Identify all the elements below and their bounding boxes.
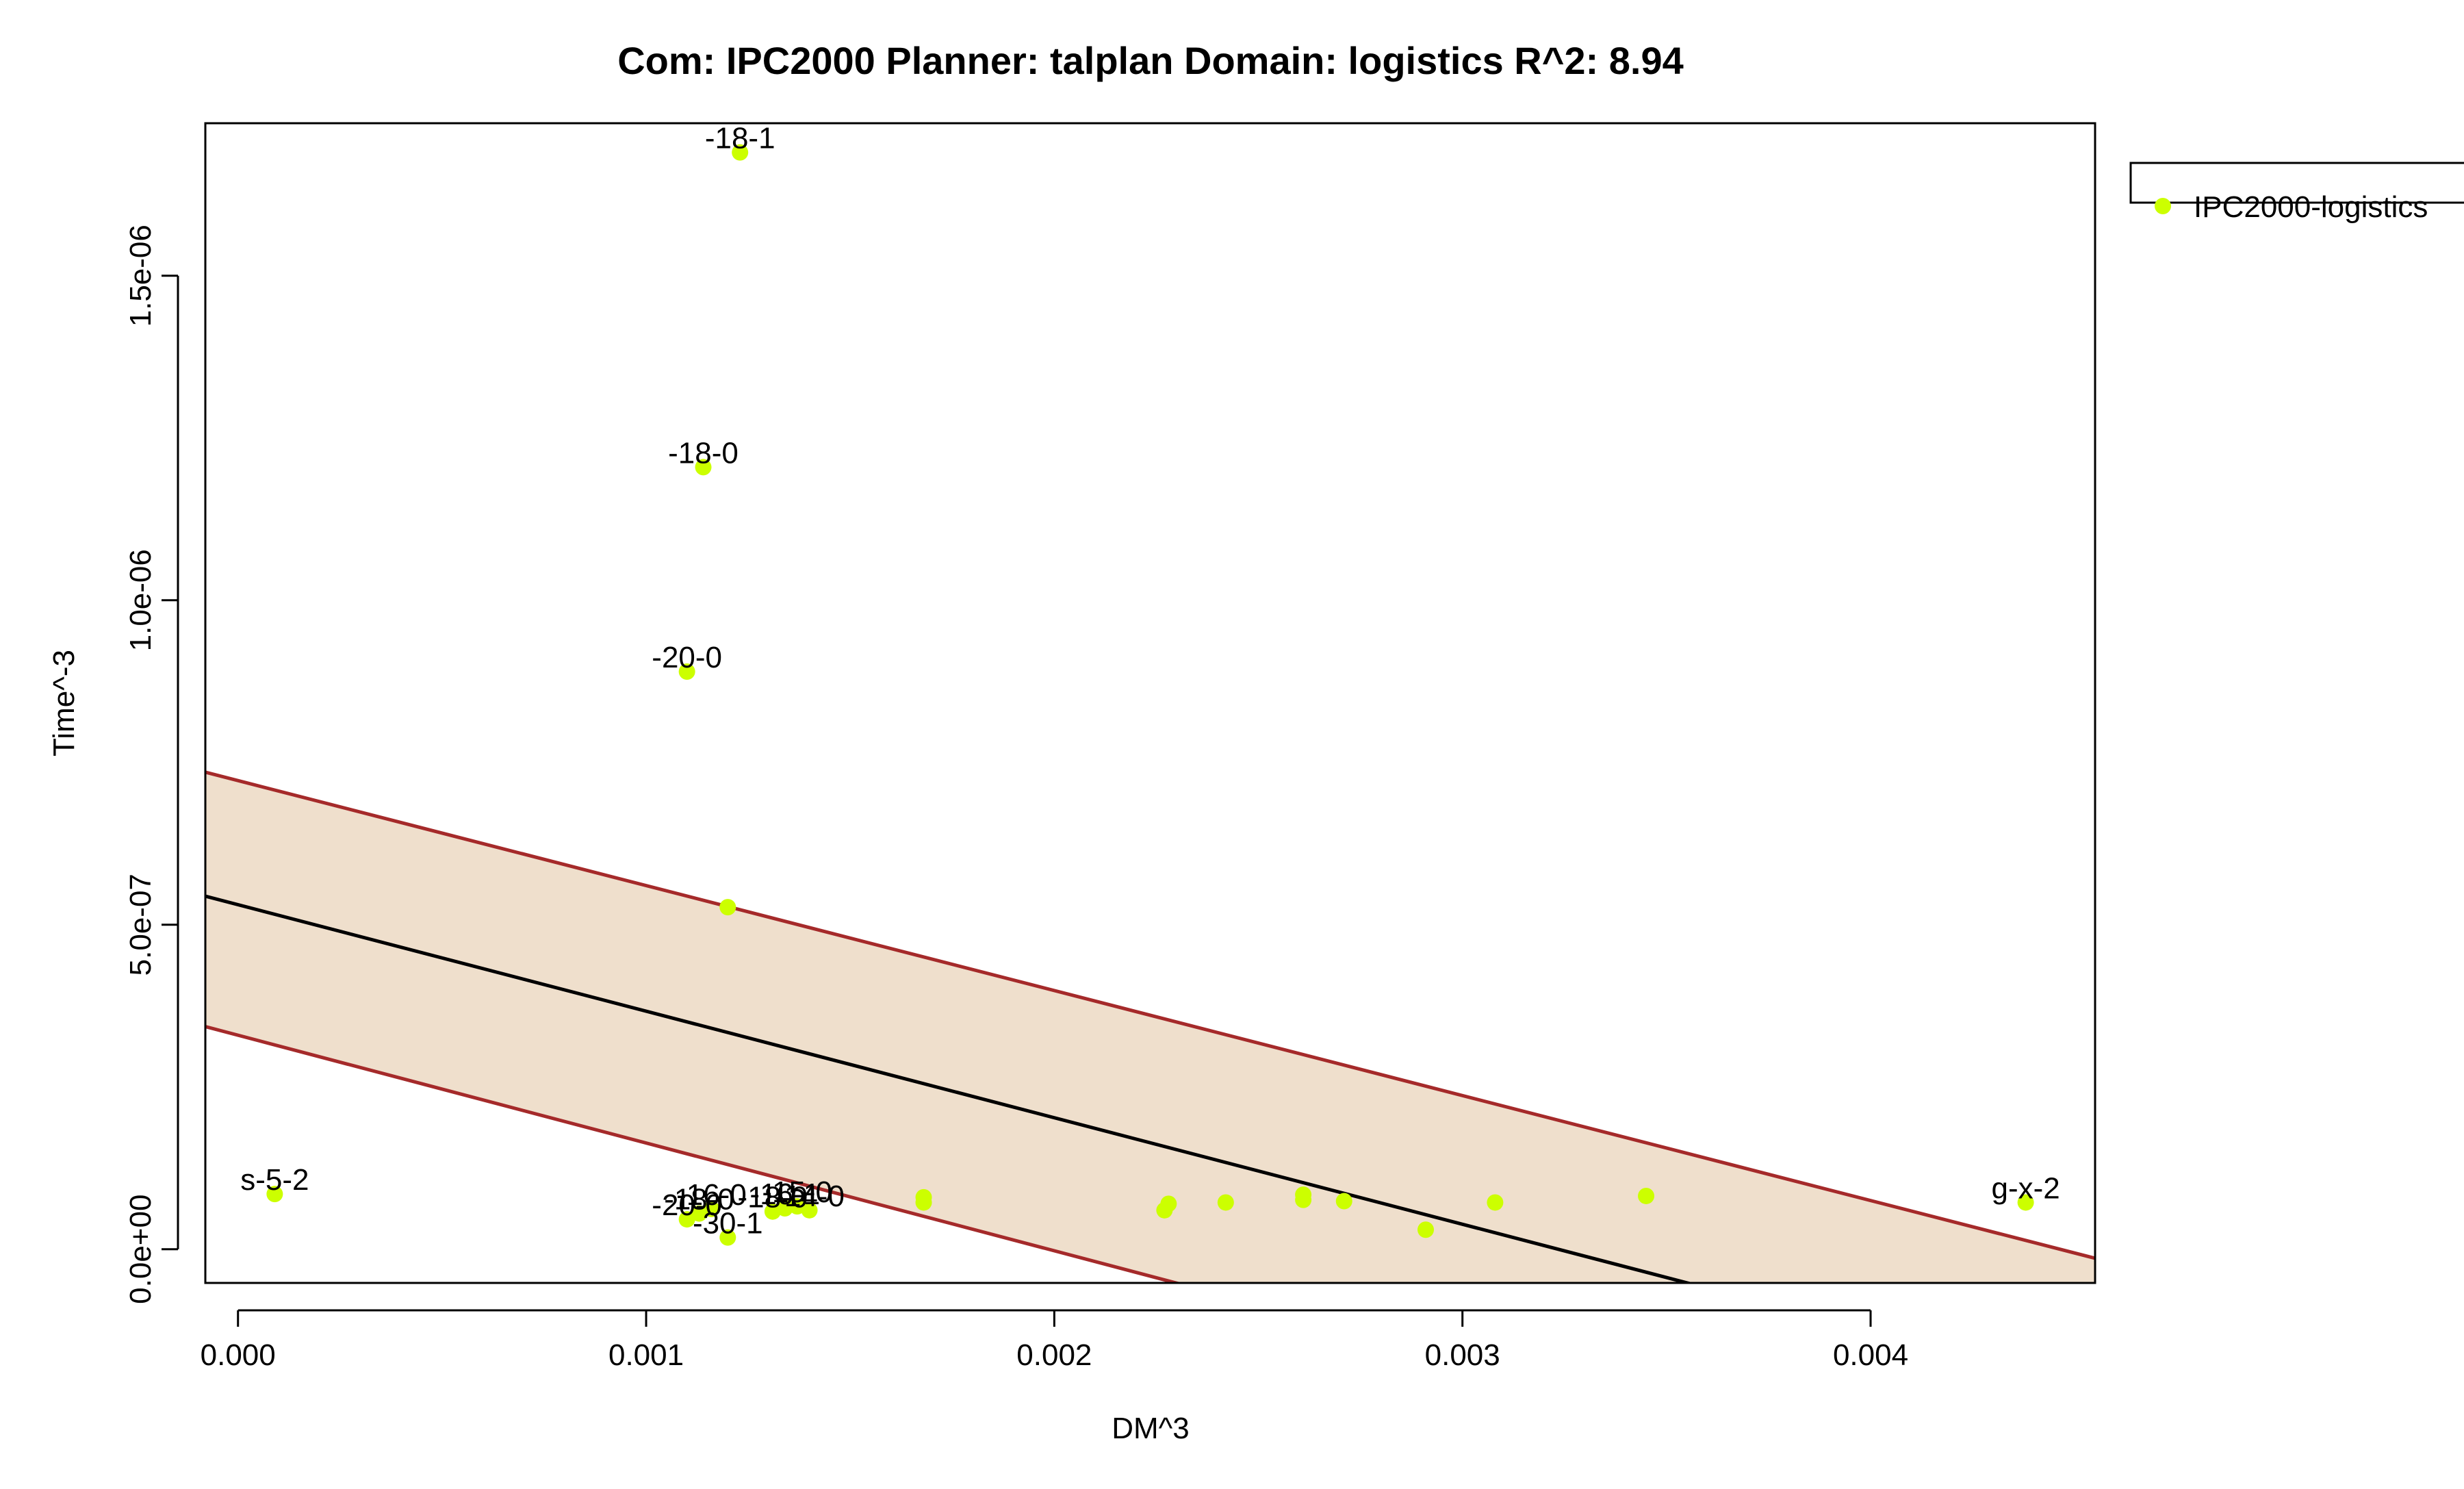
point-label: -18-0 xyxy=(664,1183,734,1217)
chart-title: Com: IPC2000 Planner: talplan Domain: lo… xyxy=(617,39,1684,82)
plot-frame xyxy=(204,122,2096,1284)
point-label: -20-0 xyxy=(652,641,722,674)
y-axis-label: Time^-3 xyxy=(47,650,81,756)
point-label: -16-1 xyxy=(749,1178,820,1211)
point-label: g-x-2 xyxy=(1991,1171,2059,1205)
data-point xyxy=(695,459,712,476)
x-tick-label: 0.003 xyxy=(1425,1338,1500,1372)
confidence-band xyxy=(205,772,2095,1283)
data-point xyxy=(1417,1221,1435,1238)
legend-box xyxy=(2129,162,2464,204)
data-point xyxy=(266,1186,283,1203)
y-tick-label: 1.0e-06 xyxy=(124,549,157,651)
data-point xyxy=(678,1211,695,1228)
legend-label: IPC2000-logistics xyxy=(2194,190,2428,224)
upper-bound-line xyxy=(205,770,2095,1260)
data-point xyxy=(732,144,749,161)
plot-area: s-5-2-18-1-18-0-20-0-20-0-18-0-16-0-30-1… xyxy=(205,122,2095,1283)
point-label: -16-0 xyxy=(676,1178,747,1212)
data-point xyxy=(1295,1186,1312,1204)
x-tick-label: 0.002 xyxy=(1016,1338,1092,1372)
legend: IPC2000-logistics xyxy=(2129,162,2464,224)
legend-marker xyxy=(2155,198,2171,214)
data-point xyxy=(678,663,695,680)
point-label: -30-1 xyxy=(693,1207,763,1240)
data-point xyxy=(719,1229,736,1246)
y-tick-label: 5.0e-07 xyxy=(124,874,157,976)
lower-bound-line xyxy=(205,1025,1183,1283)
x-axis: 0.000 0.001 0.002 0.003 0.004 xyxy=(201,1309,1908,1372)
point-label: -18-1 xyxy=(705,122,775,155)
regression-line xyxy=(205,894,1695,1283)
point-label: -20-0 xyxy=(652,1188,722,1222)
x-tick-label: 0.000 xyxy=(201,1338,276,1372)
data-point xyxy=(1487,1194,1504,1211)
y-tick-label: 1.5e-06 xyxy=(124,225,157,327)
y-tick-label: 0.0e+00 xyxy=(124,1195,157,1304)
data-point xyxy=(776,1199,793,1217)
x-tick-label: 0.004 xyxy=(1833,1338,1908,1372)
point-label: -18-0 xyxy=(738,1181,808,1214)
data-point xyxy=(801,1201,818,1219)
point-label: s-5-2 xyxy=(240,1163,309,1197)
data-point xyxy=(1638,1187,1655,1204)
data-point xyxy=(1217,1194,1234,1211)
point-label: -15-0 xyxy=(762,1175,832,1209)
point-label: -18-0 xyxy=(668,436,739,470)
x-tick-label: 0.001 xyxy=(608,1338,684,1372)
data-point xyxy=(2017,1194,2034,1211)
data-point xyxy=(703,1200,720,1217)
data-point xyxy=(719,899,736,916)
point-label: -14-0 xyxy=(774,1180,845,1213)
data-point xyxy=(1335,1193,1352,1210)
x-axis-label: DM^3 xyxy=(1112,1412,1190,1445)
data-point xyxy=(915,1194,932,1211)
y-axis: 0.0e+00 5.0e-07 1.0e-06 1.5e-06 xyxy=(124,225,179,1304)
data-point xyxy=(1160,1195,1177,1212)
